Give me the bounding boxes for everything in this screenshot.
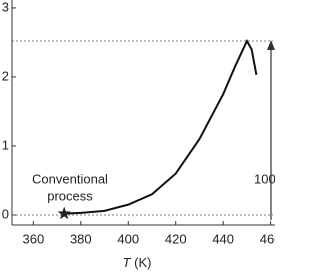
x-tick-label: 420: [165, 231, 187, 246]
annotation: process: [47, 188, 93, 203]
y-tick-label: 2: [2, 68, 9, 83]
line: [64, 38, 258, 215]
x-tick-label: 360: [23, 231, 45, 246]
star-marker: [57, 206, 71, 220]
x-tick-label: 400: [117, 231, 139, 246]
y-tick-label: 3: [2, 0, 9, 14]
x-tick-label: 380: [70, 231, 92, 246]
x-label-unit: (K): [134, 255, 151, 270]
x-axis-label: T (K): [123, 255, 152, 270]
annotation: Conventional: [32, 171, 108, 186]
x-label-symbol: T: [123, 255, 132, 270]
y-tick-label: 1: [2, 137, 9, 152]
arrow-label: 100: [254, 171, 275, 186]
arrow-head: [267, 40, 275, 50]
x-tick-label: 460: [260, 231, 275, 246]
x-tick-label: 440: [212, 231, 234, 246]
y-tick-label: 0: [2, 206, 9, 221]
chart: T (K) 100 0 1 2 3 360 380 400 420 440 460 Conventi…: [2, 0, 275, 270]
